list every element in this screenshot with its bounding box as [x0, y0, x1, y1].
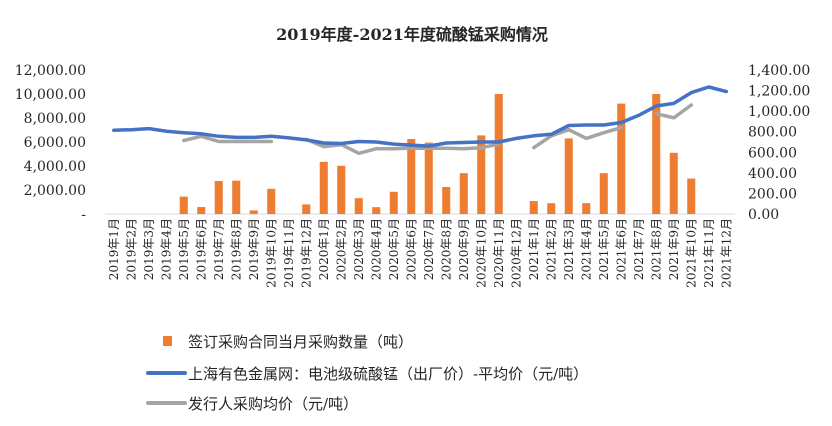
- x-tick-label: 2021年6月: [614, 218, 628, 280]
- bar: [389, 191, 398, 214]
- x-tick-label: 2021年8月: [649, 218, 663, 280]
- bar: [547, 203, 556, 214]
- market-price-line: [112, 85, 729, 148]
- bar: [249, 210, 258, 214]
- bar: [337, 165, 346, 214]
- bar-series: [179, 94, 696, 214]
- x-tick-label: 2019年12月: [299, 218, 313, 288]
- bar: [669, 152, 678, 214]
- x-tick-label: 2019年10月: [264, 218, 278, 288]
- bar: [687, 178, 696, 214]
- right-tick-label: 0.00: [748, 207, 779, 223]
- bar: [529, 201, 538, 214]
- x-tick-label: 2019年8月: [229, 218, 243, 280]
- bar: [617, 103, 626, 214]
- x-tick-label: 2020年10月: [474, 218, 488, 288]
- right-tick-label: 1,000.00: [748, 104, 810, 120]
- x-tick-label: 2020年8月: [439, 218, 453, 280]
- bar: [442, 187, 451, 214]
- line-series: [112, 85, 729, 156]
- left-y-axis: - 2,000.00 4,000.00 6,000.00 8,000.00 10,000.…: [15, 63, 87, 223]
- left-tick-label: 4,000.00: [24, 159, 86, 175]
- bar: [267, 188, 276, 214]
- legend-label-market-price: 上海有色金属网：电池级硫酸锰（出厂价）-平均价（元/吨）: [188, 365, 588, 383]
- x-tick-label: 2019年1月: [107, 218, 121, 280]
- bar: [459, 173, 468, 214]
- bar: [477, 135, 486, 214]
- issuer-price-line: [182, 134, 274, 144]
- x-tick-label: 2021年9月: [667, 218, 681, 280]
- right-tick-label: 600.00: [748, 145, 797, 161]
- x-tick-label: 2021年12月: [719, 218, 733, 288]
- bar: [302, 204, 311, 214]
- x-tick-label: 2020年9月: [457, 218, 471, 280]
- x-tick-label: 2021年1月: [527, 218, 541, 280]
- right-tick-label: 1,200.00: [748, 84, 810, 100]
- x-tick-label: 2020年4月: [369, 218, 383, 280]
- bar: [599, 173, 608, 214]
- bar: [652, 94, 661, 214]
- x-tick-label: 2021年5月: [597, 218, 611, 280]
- x-tick-label: 2020年6月: [404, 218, 418, 280]
- bar: [582, 203, 591, 214]
- right-tick-label: 200.00: [748, 186, 797, 202]
- legend: 签订采购合同当月采购数量（吨） 上海有色金属网：电池级硫酸锰（出厂价）-平均价（…: [146, 333, 588, 413]
- legend-swatch-purchase-quantity: [163, 336, 172, 346]
- x-tick-label: 2021年11月: [702, 218, 716, 288]
- x-tick-label: 2019年11月: [282, 218, 296, 288]
- right-tick-label: 800.00: [748, 125, 797, 141]
- x-tick-label: 2020年12月: [509, 218, 523, 288]
- bar: [372, 207, 381, 214]
- bar: [354, 198, 363, 214]
- x-tick-label: 2021年2月: [544, 218, 558, 280]
- bar: [232, 180, 241, 214]
- bar: [424, 142, 433, 214]
- left-tick-label: 12,000.00: [15, 63, 86, 79]
- x-tick-label: 2019年9月: [247, 218, 261, 280]
- bar: [179, 196, 188, 214]
- right-tick-label: 400.00: [748, 166, 797, 182]
- x-axis-ticks: 2019年1月 2019年2月 2019年3月 2019年4月 2019年5月 2019年…: [107, 218, 734, 288]
- bar: [407, 139, 416, 214]
- x-tick-label: 2019年3月: [142, 218, 156, 280]
- x-tick-label: 2020年5月: [387, 218, 401, 280]
- x-tick-label: 2021年4月: [579, 218, 593, 280]
- x-tick-label: 2020年11月: [492, 218, 506, 288]
- issuer-price-line: [532, 125, 624, 150]
- x-tick-label: 2020年1月: [317, 218, 331, 280]
- x-tick-label: 2019年7月: [212, 218, 226, 280]
- issuer-price-line: [654, 103, 694, 120]
- left-tick-label: 10,000.00: [15, 87, 86, 103]
- x-tick-label: 2019年6月: [194, 218, 208, 280]
- left-tick-label: 8,000.00: [24, 111, 86, 127]
- legend-label-purchase-quantity: 签订采购合同当月采购数量（吨）: [188, 333, 413, 351]
- chart-title: 2019年度-2021年度硫酸锰采购情况: [276, 25, 548, 44]
- x-tick-label: 2019年5月: [177, 218, 191, 280]
- right-tick-label: 1,400.00: [748, 63, 810, 79]
- x-tick-label: 2021年10月: [684, 218, 698, 288]
- bar: [564, 138, 573, 214]
- right-y-axis: 0.00 200.00 400.00 600.00 800.00 1,000.00 1,20…: [748, 63, 810, 223]
- x-tick-label: 2021年7月: [632, 218, 646, 280]
- bar: [494, 94, 503, 214]
- left-tick-label: 6,000.00: [24, 135, 86, 151]
- legend-label-issuer-price: 发行人采购均价（元/吨）: [188, 395, 358, 413]
- left-tick-label: 2,000.00: [24, 183, 86, 199]
- bar: [197, 207, 206, 214]
- x-tick-label: 2019年2月: [124, 218, 138, 280]
- x-tick-label: 2020年3月: [352, 218, 366, 280]
- x-tick-label: 2019年4月: [159, 218, 173, 280]
- left-tick-label: -: [81, 207, 86, 223]
- x-tick-label: 2020年7月: [422, 218, 436, 280]
- bar: [319, 161, 328, 214]
- x-tick-label: 2020年2月: [334, 218, 348, 280]
- x-tick-label: 2021年3月: [562, 218, 576, 280]
- bar: [214, 181, 223, 214]
